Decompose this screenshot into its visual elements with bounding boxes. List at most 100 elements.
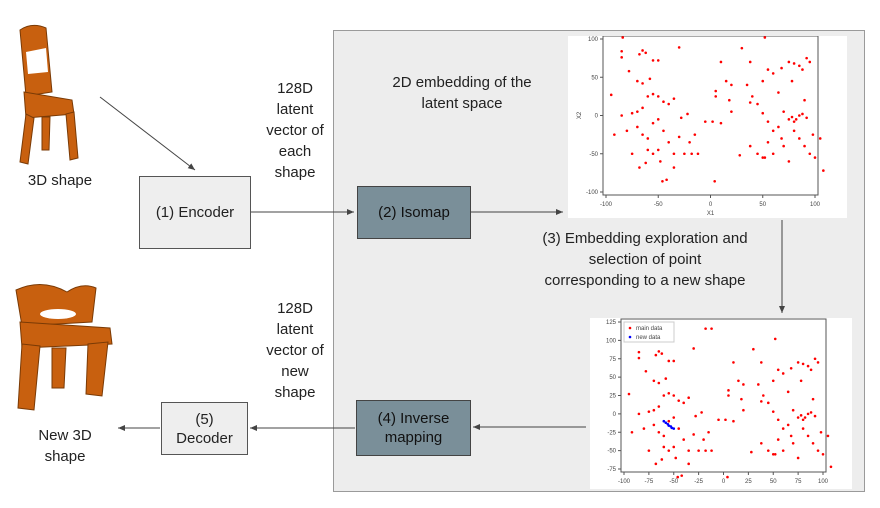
main-data-point <box>789 434 793 438</box>
legend-label: main data <box>636 326 663 332</box>
main-data-point <box>667 419 671 423</box>
main-data-point <box>791 408 795 412</box>
main-data-point <box>821 453 825 456</box>
main-data-point <box>762 394 765 397</box>
main-data-point <box>773 453 777 456</box>
main-data-point <box>811 441 815 445</box>
main-data-point <box>707 430 710 434</box>
main-data-point <box>630 152 634 156</box>
main-data-point <box>656 95 660 98</box>
main-data-point <box>713 179 716 183</box>
main-data-point <box>613 133 616 136</box>
main-data-point <box>644 369 648 373</box>
main-data-point <box>756 102 759 106</box>
main-data-point <box>818 137 822 140</box>
main-data-point <box>654 353 658 357</box>
y-tick-label: 100 <box>588 37 599 43</box>
inverse-mapping-box: (4) Inverse mapping <box>356 400 471 456</box>
main-data-point <box>667 359 671 363</box>
main-data-point <box>690 152 693 156</box>
legend <box>623 321 675 343</box>
main-data-point <box>829 465 833 469</box>
main-data-point <box>620 56 623 59</box>
main-data-point <box>819 430 823 434</box>
main-data-point <box>677 399 681 402</box>
main-data-point <box>816 361 820 364</box>
main-data-point <box>732 419 735 423</box>
text-line: (3) Embedding exploration and <box>542 230 748 247</box>
embedding-plot: -100 -50 0 50 100 100 50 0 -50 -100 X1 X2 <box>568 36 847 218</box>
main-data-point <box>654 462 658 466</box>
text-line: latent <box>276 101 314 118</box>
main-data-point <box>662 129 665 133</box>
main-data-point <box>737 379 740 383</box>
main-data-point <box>801 362 805 366</box>
main-data-point <box>780 137 783 140</box>
output-shape-line: shape <box>44 448 86 465</box>
main-data-point <box>710 449 713 452</box>
main-data-point <box>647 410 651 413</box>
main-data-point <box>757 383 760 386</box>
main-data-point <box>625 129 629 133</box>
main-data-point <box>816 449 820 452</box>
main-data-point <box>667 449 671 452</box>
main-data-point <box>637 412 641 416</box>
main-data-point <box>644 51 648 55</box>
main-data-point <box>742 383 745 386</box>
main-data-point <box>694 414 697 418</box>
main-data-point <box>651 59 655 62</box>
main-data-point <box>766 68 770 71</box>
main-data-point <box>683 152 686 156</box>
x-tick-label: -50 <box>654 202 663 208</box>
main-data-point <box>682 438 685 441</box>
main-data-point <box>803 144 806 148</box>
main-data-point <box>656 59 660 62</box>
x-tick-label: -100 <box>600 202 613 208</box>
main-data-point <box>798 137 801 140</box>
y-tick-label: 25 <box>609 394 616 400</box>
main-data-point <box>677 427 681 430</box>
new-data-point <box>664 421 668 424</box>
text-line: mapping <box>384 429 443 446</box>
new-data-point <box>672 427 676 430</box>
main-data-point <box>761 156 765 159</box>
y-tick-label: -50 <box>607 449 616 455</box>
legend-marker <box>628 335 632 339</box>
main-data-point <box>799 379 803 383</box>
main-data-point <box>700 411 703 414</box>
x-axis-label: X1 <box>707 211 715 217</box>
main-data-point <box>672 359 676 363</box>
main-data-point <box>750 450 753 454</box>
main-data-point <box>760 441 763 445</box>
input-shape-label: 3D shape <box>27 172 93 189</box>
main-data-point <box>693 133 697 136</box>
main-data-point <box>648 77 652 81</box>
main-data-point <box>646 95 650 98</box>
text-line: each <box>278 143 312 160</box>
main-data-point <box>727 394 730 397</box>
main-data-point <box>732 361 735 364</box>
main-data-point <box>773 337 777 341</box>
main-data-point <box>657 381 661 385</box>
new-data-point <box>662 419 666 423</box>
main-data-point <box>803 416 807 419</box>
main-data-point <box>771 453 775 456</box>
main-data-point <box>806 364 810 368</box>
main-data-point <box>609 93 613 97</box>
main-data-point <box>771 410 775 413</box>
main-data-point <box>796 456 800 460</box>
main-data-point <box>714 95 718 98</box>
x-tick-label: 100 <box>810 202 821 208</box>
main-data-point <box>809 368 813 372</box>
main-data-point <box>796 361 800 364</box>
main-data-point <box>790 79 794 83</box>
main-data-point <box>782 144 785 148</box>
x-tick-label: 100 <box>818 479 829 485</box>
main-data-point <box>677 135 681 139</box>
plot-frame <box>602 36 819 196</box>
main-data-point <box>766 449 770 452</box>
main-data-point <box>636 125 639 129</box>
main-data-point <box>771 72 775 75</box>
x-tick-label: 0 <box>722 479 726 485</box>
